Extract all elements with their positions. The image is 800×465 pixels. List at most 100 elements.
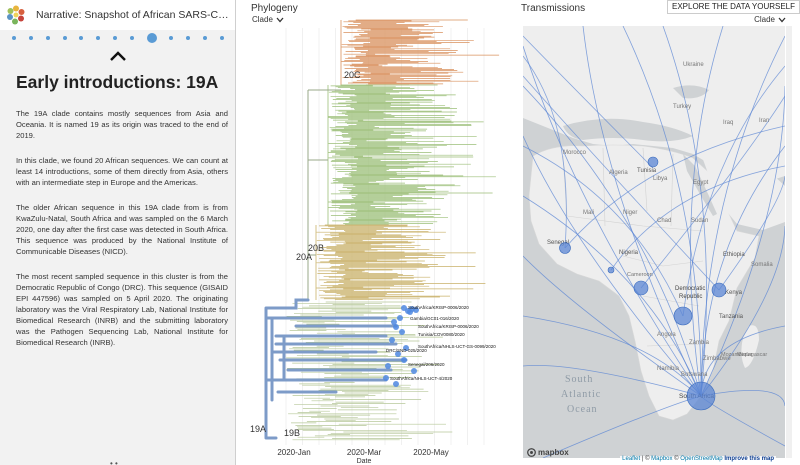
location-circles[interactable] — [559, 156, 727, 411]
tip-label: Gambia/GC01-016/2020 — [410, 316, 460, 321]
location-circle[interactable] — [673, 306, 693, 326]
narrative-dot[interactable] — [29, 36, 34, 40]
tip-marker[interactable] — [389, 337, 395, 343]
transmission-route — [622, 26, 702, 397]
tip-marker[interactable] — [413, 307, 419, 313]
clade-label: 19A — [250, 424, 266, 434]
transmission-route — [582, 26, 702, 397]
map-color-selector[interactable]: Clade — [754, 15, 786, 24]
transmission-route — [700, 35, 785, 397]
narrative-dot[interactable] — [202, 36, 207, 40]
map-country-label: Democratic — [675, 286, 705, 292]
leaflet-link[interactable]: Leaflet — [622, 456, 641, 462]
phylogeny-color-selector[interactable]: Clade — [252, 15, 284, 24]
clade-label: 20A — [296, 252, 312, 262]
transmission-route — [523, 35, 654, 169]
map-country-label: Cameroon — [627, 272, 653, 278]
tip-label: SouthAfrica/NHLS-UCT-GS-0099/2020 — [418, 344, 496, 349]
clade-label: 20B — [308, 243, 324, 253]
chevron-down-icon — [778, 17, 786, 22]
map-country-label: Botswana — [681, 372, 708, 378]
tip-marker[interactable] — [401, 357, 407, 363]
narrative-dot[interactable] — [96, 36, 101, 40]
tip-marker[interactable] — [393, 381, 399, 387]
date-tick-label: 2020-May — [413, 448, 449, 457]
map-country-label: Chad — [657, 218, 671, 224]
transmission-route — [523, 135, 702, 397]
map-country-label: Mozambique — [721, 352, 753, 358]
narrative-dot[interactable] — [186, 36, 191, 40]
map-country-label: Ukraine — [683, 62, 704, 68]
narrative-dot[interactable] — [62, 36, 67, 40]
map-country-label: Sudan — [691, 218, 708, 224]
explore-data-button[interactable]: EXPLORE THE DATA YOURSELF — [667, 0, 800, 14]
tip-marker[interactable] — [397, 315, 403, 321]
tip-marker[interactable] — [391, 319, 397, 325]
location-circle[interactable] — [633, 280, 649, 296]
phylogeny-title: Phylogeny — [251, 3, 298, 14]
map-country-label: Morocco — [563, 150, 587, 156]
narrative-dot[interactable] — [79, 36, 84, 40]
transmission-route — [523, 55, 567, 249]
map-country-label: Tanzania — [719, 314, 744, 320]
transmission-routes — [523, 26, 785, 458]
color-by-value: Clade — [754, 15, 775, 24]
color-by-value: Clade — [252, 15, 273, 24]
osm-link[interactable]: OpenStreetMap — [680, 456, 723, 462]
map-scrollbar[interactable] — [786, 26, 792, 458]
narrative-dot[interactable] — [112, 36, 117, 40]
map-country-label: Namibia — [657, 366, 680, 372]
tip-marker[interactable] — [399, 329, 405, 335]
tip-marker[interactable] — [395, 351, 401, 357]
narrative-dot[interactable] — [219, 36, 224, 40]
narrative-dot-active[interactable] — [146, 33, 157, 43]
transmission-route — [700, 225, 785, 397]
transmission-route — [523, 75, 720, 291]
narrative-dot[interactable] — [45, 36, 50, 40]
tree-highlight-lineages — [264, 298, 408, 440]
location-circle[interactable] — [647, 156, 659, 168]
transmission-route — [610, 165, 785, 271]
tree-branches — [316, 224, 486, 301]
transmission-map[interactable]: Ukraine Turkey Iraq Iran Tunisia Morocco Alger… — [523, 26, 785, 458]
narrative-header: Narrative: Snapshot of African SARS-CoV-… — [0, 0, 235, 30]
location-circle[interactable] — [559, 242, 571, 254]
map-country-label: Somalia — [751, 262, 773, 268]
tip-marker[interactable] — [383, 375, 389, 381]
clade-label: 19B — [284, 428, 300, 438]
country-borders — [562, 147, 704, 347]
narrative-content: Early introductions: 19A The 19A clade c… — [16, 72, 228, 362]
arabia-landmass — [701, 154, 785, 230]
phylogeny-panel: SouthAfrica/KRISP-0006/2020 Gambia/GC01-0… — [236, 0, 508, 465]
date-axis-label: Date — [357, 458, 372, 465]
narrative-dot[interactable] — [129, 36, 134, 40]
chevron-up-icon[interactable] — [109, 50, 127, 62]
tip-marker[interactable] — [403, 345, 409, 351]
narrative-paragraph: The older African sequence in this 19A c… — [16, 203, 228, 256]
map-country-label: Republic — [679, 294, 702, 300]
improve-map-link[interactable]: Improve this map — [724, 456, 774, 462]
transmission-route — [700, 145, 785, 397]
map-country-label: Nigeria — [619, 250, 639, 256]
tip-marker[interactable] — [411, 368, 417, 374]
location-circle[interactable] — [686, 381, 716, 411]
mapbox-link[interactable]: Mapbox — [651, 456, 673, 462]
nextstrain-logo[interactable] — [6, 5, 26, 25]
location-circle[interactable] — [607, 266, 615, 274]
mapbox-logo[interactable]: mapbox — [527, 448, 569, 457]
narrative-dot[interactable] — [12, 36, 17, 40]
map-country-label: Zimbabwe — [703, 356, 731, 362]
tip-marker[interactable] — [393, 324, 399, 330]
phylogeny-tree[interactable]: SouthAfrica/KRISP-0006/2020 Gambia/GC01-0… — [236, 0, 508, 465]
tip-marker[interactable] — [385, 363, 391, 369]
transmission-route — [700, 389, 785, 407]
tip-marker[interactable] — [407, 309, 413, 315]
attribution-separator: © — [672, 456, 681, 462]
scroll-indicator: • • — [110, 459, 118, 465]
transmission-route — [523, 145, 684, 317]
location-circle[interactable] — [711, 282, 727, 298]
narrative-progress-dots — [0, 30, 235, 46]
narrative-dot[interactable] — [169, 36, 174, 40]
map-country-label: Angola — [657, 332, 676, 338]
map-country-label: Madagascar — [737, 352, 767, 358]
